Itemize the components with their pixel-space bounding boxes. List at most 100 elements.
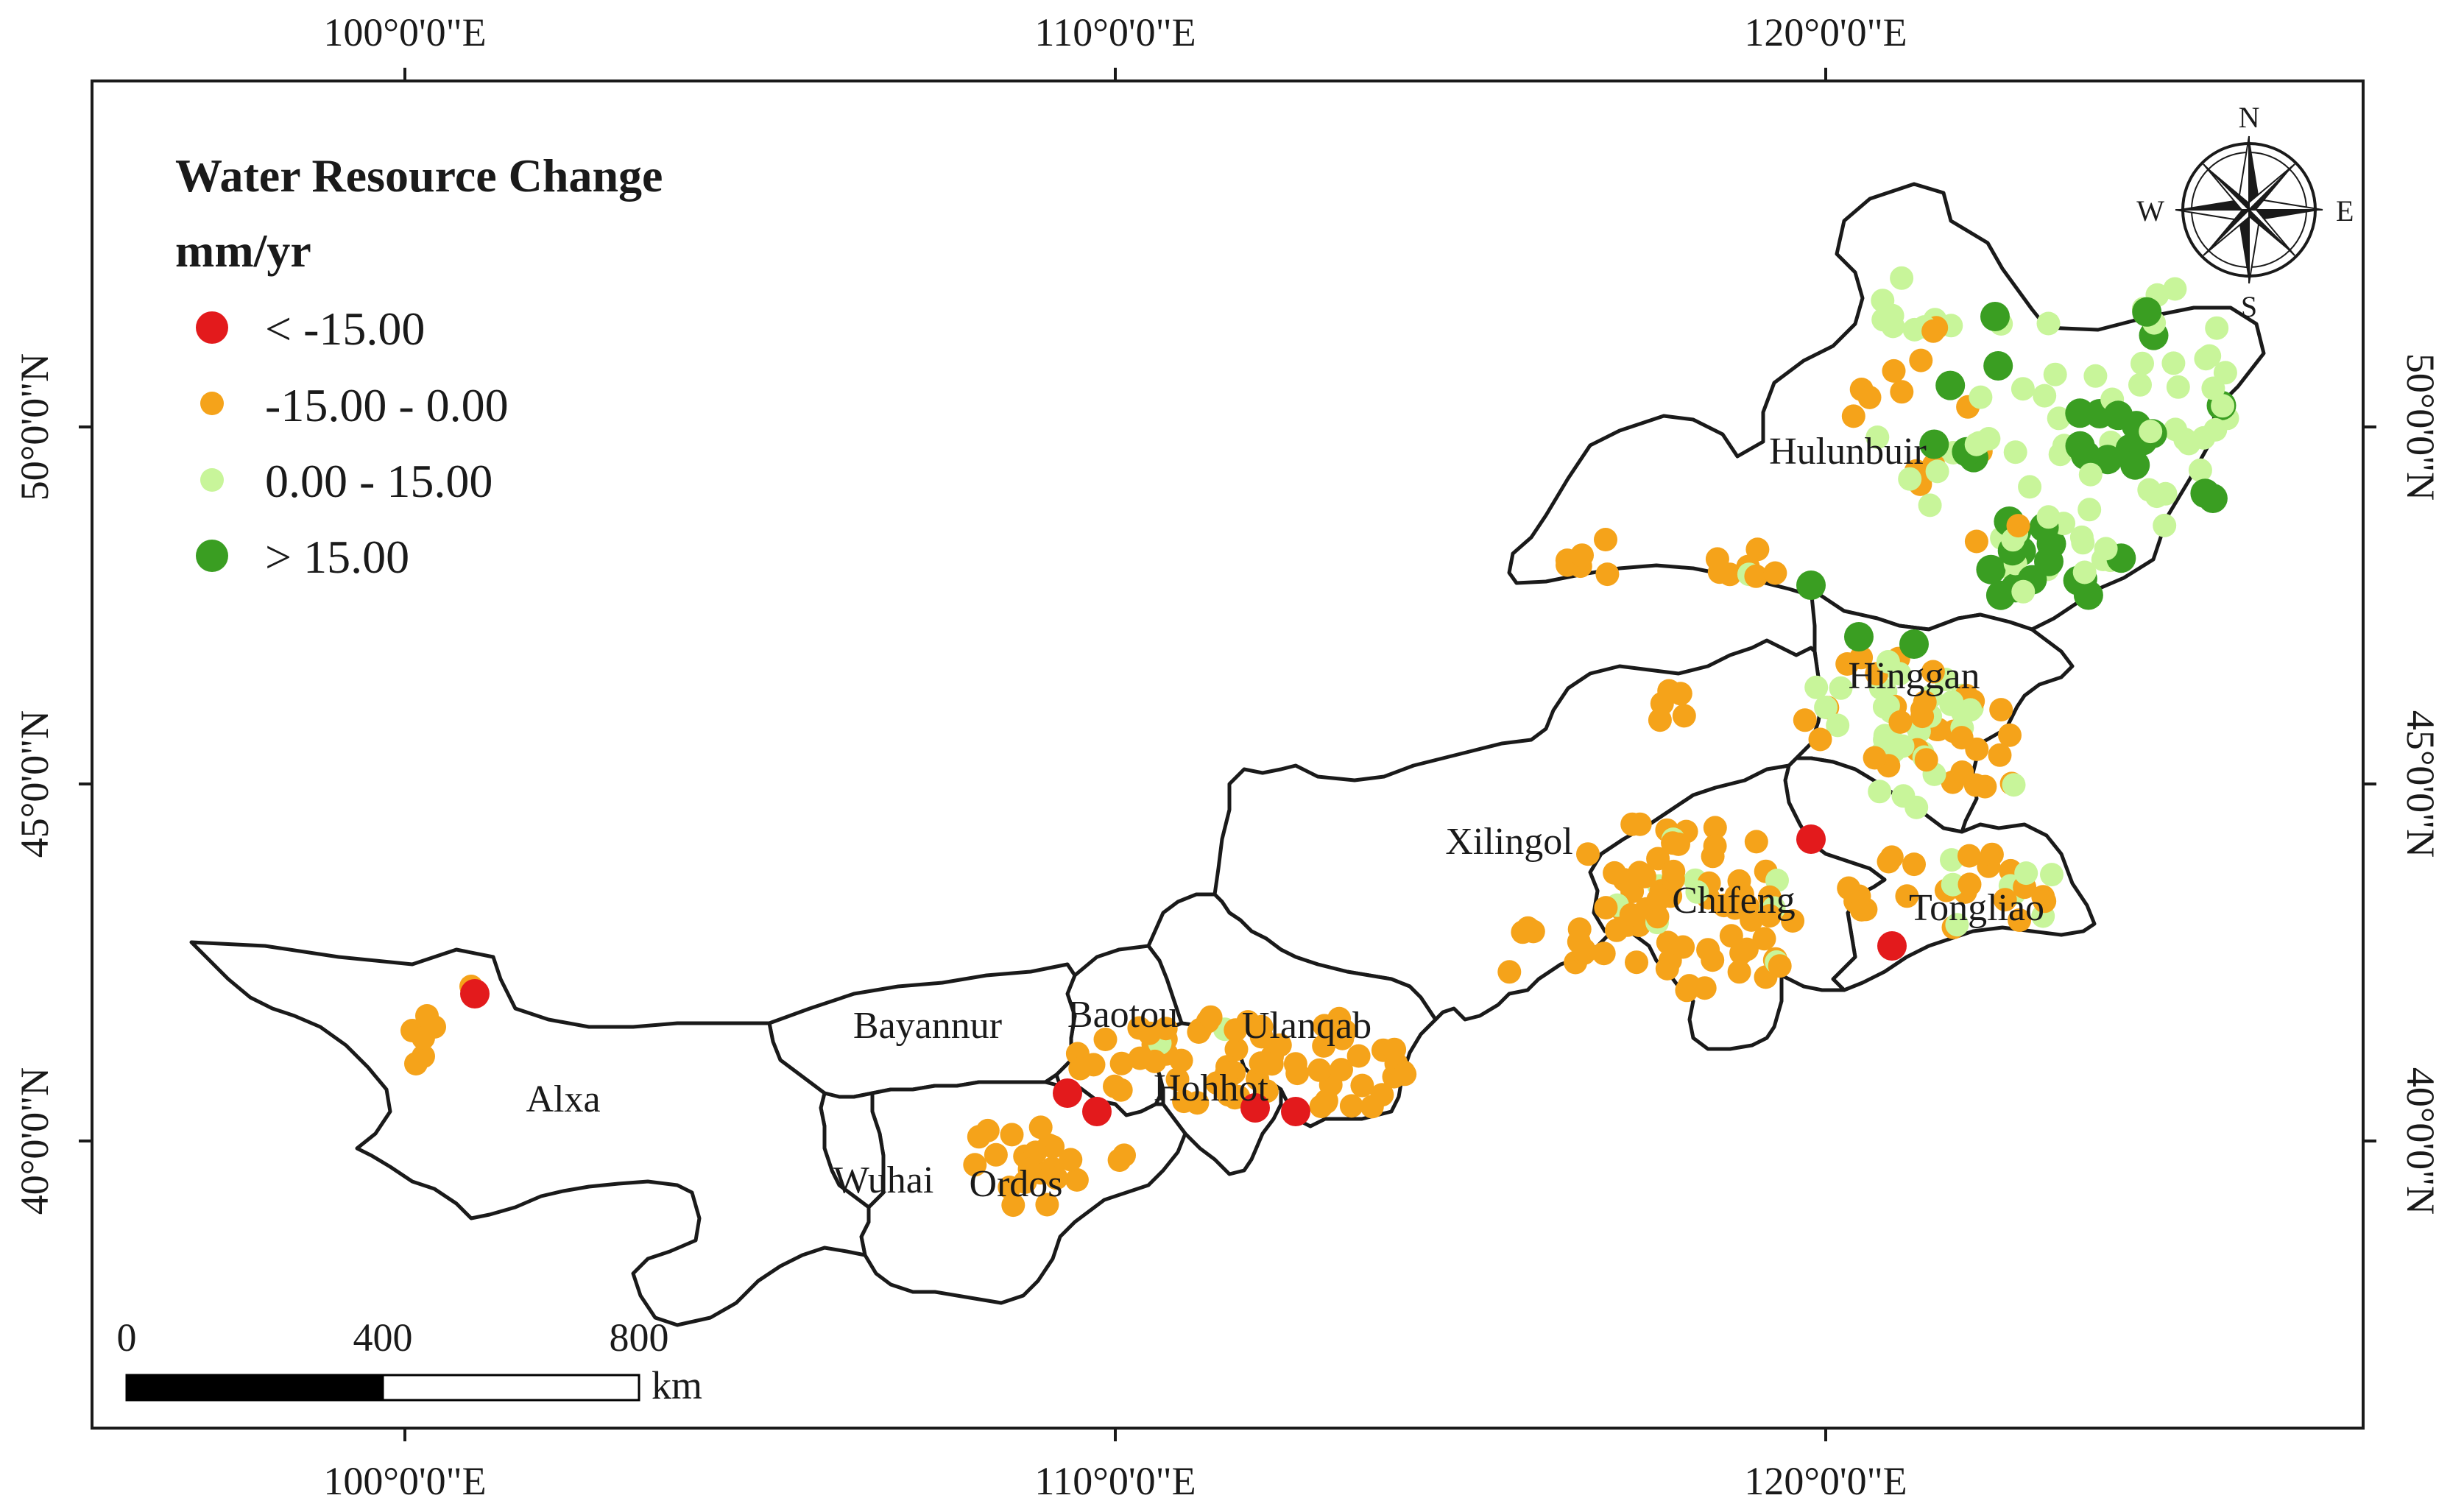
station-point <box>2018 475 2042 499</box>
station-point <box>1000 1123 1024 1147</box>
station-point <box>1165 1067 1190 1092</box>
station-point <box>1081 1053 1106 1077</box>
station-point <box>1570 543 1594 568</box>
station-point <box>1112 1143 1136 1167</box>
station-point <box>2190 478 2220 509</box>
lat-label-right-50: 50°0'0"N <box>2398 353 2443 501</box>
station-point <box>1671 935 1695 959</box>
station-point <box>1980 302 2010 331</box>
station-point <box>1835 652 1860 676</box>
compass-s: S <box>2241 290 2257 323</box>
station-point <box>2040 863 2064 887</box>
station-point <box>1383 1037 1407 1061</box>
station-point <box>2072 560 2097 584</box>
station-points <box>400 266 2239 1218</box>
station-point <box>1339 1094 1363 1118</box>
label-alxa: Alxa <box>526 1078 600 1120</box>
station-point <box>1781 909 1805 933</box>
station-point <box>1940 848 1963 872</box>
station-point <box>2093 445 2122 475</box>
station-point <box>1572 938 1596 962</box>
map-frame <box>91 80 2365 1430</box>
graticule-ticks <box>79 68 2376 1441</box>
station-point <box>1808 727 1832 752</box>
station-point <box>1662 859 1686 883</box>
station-point <box>460 979 490 1008</box>
station-point <box>2006 514 2030 538</box>
station-point <box>1895 884 1919 908</box>
station-point <box>1957 844 1981 868</box>
station-point <box>2078 462 2103 487</box>
label-baotou: Baotou <box>1067 994 1178 1036</box>
label-ordos: Ordos <box>969 1163 1062 1205</box>
station-point <box>1964 529 1988 554</box>
lat-label-left-40: 40°0'0"N <box>13 1067 57 1215</box>
station-point <box>1919 429 1949 459</box>
label-hinggan: Hinggan <box>1848 655 1980 697</box>
station-point <box>1393 1062 1417 1087</box>
lon-label-bottom-120: 120°0'0"E <box>1744 1459 1907 1503</box>
station-point <box>1198 1005 1223 1029</box>
legend-swatch-1 <box>196 311 228 344</box>
station-point <box>423 1015 446 1039</box>
station-point <box>1868 780 1892 804</box>
station-point <box>1849 897 1874 922</box>
station-point <box>1902 852 1926 877</box>
station-point <box>1976 554 2006 584</box>
station-point <box>1696 938 1720 962</box>
station-point <box>1632 864 1656 889</box>
scale-segment-white <box>381 1374 640 1402</box>
station-point <box>2213 361 2237 385</box>
station-point <box>1950 760 1974 784</box>
station-point <box>1727 960 1751 984</box>
station-point <box>1224 1037 1249 1061</box>
station-point <box>1283 1052 1307 1076</box>
station-point <box>2197 344 2222 368</box>
station-point <box>1109 1051 1134 1075</box>
station-point <box>2065 398 2095 428</box>
legend-title: Water Resource Change <box>175 149 663 202</box>
legend-swatch-2 <box>200 392 224 415</box>
station-point <box>1216 1083 1240 1107</box>
lon-label-top-120: 120°0'0"E <box>1744 10 1907 54</box>
label-chifeng: Chifeng <box>1672 880 1796 922</box>
label-hohhot: Hohhot <box>1154 1067 1269 1109</box>
station-point <box>1719 924 1743 948</box>
station-point <box>1921 319 1946 343</box>
station-point <box>1044 1166 1068 1190</box>
station-point <box>1360 1095 1384 1119</box>
station-point <box>1935 370 1966 400</box>
station-point <box>1957 872 1982 897</box>
station-point <box>1497 960 1522 984</box>
station-point <box>2011 377 2035 401</box>
station-point <box>1648 708 1672 732</box>
station-point <box>1053 1078 1082 1108</box>
station-point <box>2153 513 2177 537</box>
station-point <box>1826 713 1850 738</box>
station-point <box>1685 880 1709 904</box>
station-point <box>1891 734 1915 758</box>
station-point <box>984 1142 1008 1167</box>
legend-label-2: -15.00 - 0.00 <box>265 379 509 431</box>
station-point <box>1949 726 1974 750</box>
station-point <box>1619 902 1643 927</box>
label-hulunbuir: Hulunbuir <box>1769 431 1927 473</box>
compass-n: N <box>2239 101 2260 134</box>
station-point <box>1857 385 1882 409</box>
legend-label-1: < -15.00 <box>265 303 425 355</box>
station-point <box>1281 1097 1310 1126</box>
station-point <box>1705 547 1729 571</box>
lat-label-right-40: 40°0'0"N <box>2398 1067 2443 1215</box>
legend-label-4: > 15.00 <box>265 531 409 583</box>
station-point <box>1814 696 1838 719</box>
region-boundaries <box>189 182 2266 1327</box>
station-point <box>1744 830 1768 854</box>
station-point <box>2083 364 2108 388</box>
station-point <box>2077 498 2102 522</box>
station-point <box>1703 834 1727 858</box>
station-point <box>1645 905 1670 929</box>
station-point <box>1745 537 1770 562</box>
station-point <box>1236 1010 1260 1034</box>
station-point <box>998 1176 1022 1199</box>
